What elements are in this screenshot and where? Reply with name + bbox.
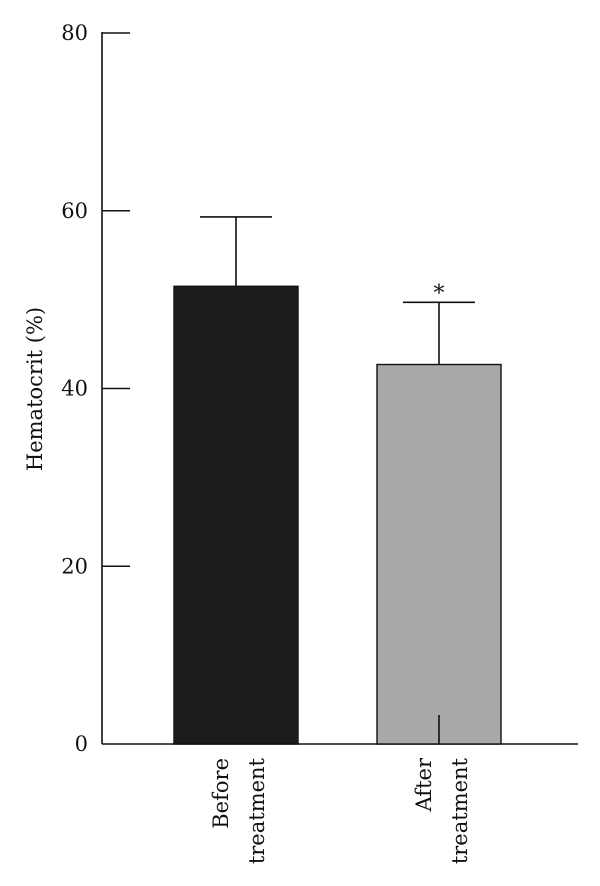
bars: * — [173, 216, 502, 745]
y-tick-label: 40 — [61, 377, 88, 401]
category-label-line: treatment — [245, 757, 269, 864]
category-label: After treatment — [412, 757, 472, 864]
significance-marker: * — [434, 281, 445, 306]
category-label-line: Before — [209, 758, 233, 829]
y-axis-title: Hematocrit (%) — [23, 307, 47, 471]
y-tick-label: 80 — [61, 21, 88, 45]
y-axis-title-group: Hematocrit (%) — [23, 307, 47, 471]
y-tick-label: 60 — [61, 199, 88, 223]
category-label-text: Before treatment — [209, 757, 269, 864]
category-label: Before treatment — [209, 757, 269, 864]
category-labels: Before treatment After treatment — [209, 757, 472, 864]
category-label-text: After treatment — [412, 757, 472, 864]
category-label-line: After — [412, 757, 436, 812]
y-tick-label: 0 — [75, 732, 88, 756]
bar — [376, 363, 502, 745]
y-tick-label: 20 — [61, 554, 88, 578]
bar — [173, 285, 299, 745]
category-label-line: treatment — [448, 757, 472, 864]
